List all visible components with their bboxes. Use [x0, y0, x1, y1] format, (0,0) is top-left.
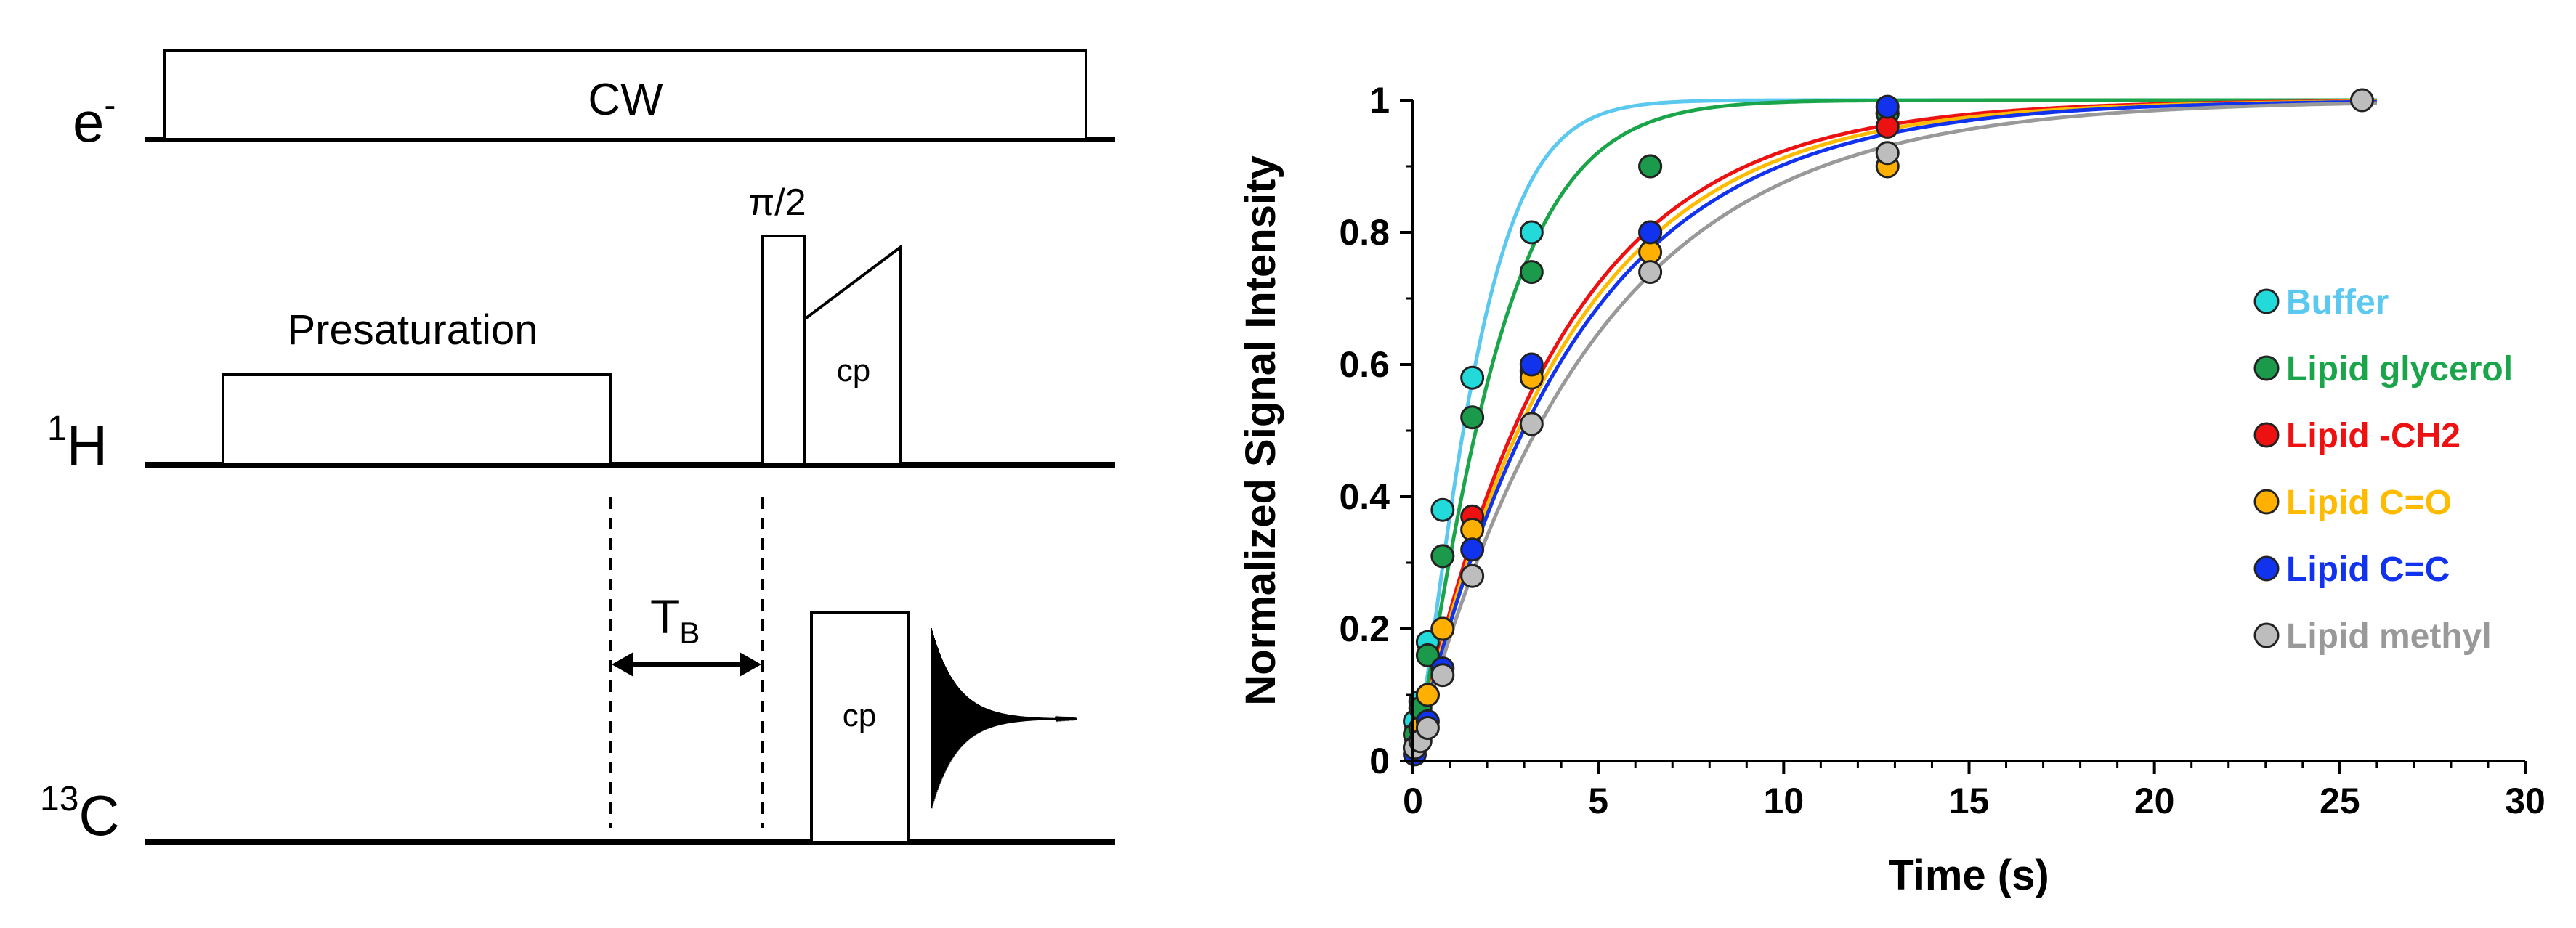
data-point: [1638, 220, 1663, 245]
legend: Buffer Lipid glycerol Lipid -CH2 Lipid C=O L…: [2253, 283, 2513, 656]
plot-curves: [1411, 98, 2377, 762]
data-point: [1460, 563, 1485, 588]
carbon-cp-block: [810, 611, 910, 844]
electron-channel-label: e-: [73, 86, 116, 154]
data-point: [1460, 365, 1485, 390]
y-tick-label: 0.8: [1339, 212, 1390, 253]
pulse-sequence-diagram: CW e- Presaturation π/2 cp 1H cp 13C TB: [40, 49, 1115, 847]
cw-pulse-block: [163, 49, 1087, 141]
y-tick-label: 0.6: [1339, 344, 1390, 385]
y-tick-label: 1: [1369, 80, 1390, 121]
tb-arrow-head-right: [740, 652, 761, 677]
legend-label: Lipid C=C: [2286, 550, 2450, 589]
legend-marker: [2253, 355, 2280, 381]
carbon-cp-label: cp: [843, 698, 876, 733]
x-tick-label: 0: [1403, 781, 1423, 821]
data-point: [1460, 405, 1485, 430]
data-point: [1638, 240, 1663, 264]
legend-label: Lipid glycerol: [2286, 350, 2513, 388]
legend-marker: [2253, 555, 2280, 582]
data-point: [1519, 260, 1544, 285]
data-point: [1415, 683, 1440, 707]
data-point: [1519, 220, 1544, 245]
data-point: [1430, 544, 1455, 569]
legend-marker: [2253, 288, 2280, 314]
cw-label: CW: [588, 75, 663, 125]
x-tick-label: 15: [1949, 781, 1990, 821]
data-point: [1415, 643, 1440, 667]
data-point: [1415, 716, 1440, 740]
data-point: [2349, 88, 2374, 113]
legend-marker: [2253, 489, 2280, 515]
x-tick-label: 5: [1588, 781, 1608, 821]
x-tick-label: 30: [2505, 781, 2545, 821]
y-tick-label: 0: [1369, 741, 1390, 781]
buildup-chart: 0 0.2 0.4 0.6 0.8 1 0 5 10 15 20 25 30 Time (s) Nor…: [1237, 80, 2545, 899]
pi2-pulse-block: [761, 235, 806, 466]
x-tick-label: 25: [2320, 781, 2360, 821]
carbon-channel-label: 13C: [40, 780, 120, 847]
legend-marker: [2253, 422, 2280, 448]
y-tick-label: 0.2: [1339, 609, 1390, 649]
plot-points: [1403, 88, 2374, 767]
proton-cp-label: cp: [837, 353, 870, 388]
legend-label: Lipid -CH2: [2286, 417, 2460, 455]
data-point: [1460, 537, 1485, 562]
y-tick-label: 0.4: [1339, 476, 1390, 517]
proton-cp-ramp: [803, 243, 902, 466]
legend-label: Lipid C=O: [2286, 484, 2452, 522]
data-point: [1519, 412, 1544, 436]
data-point: [1638, 154, 1663, 179]
tb-arrow-head-left: [612, 652, 633, 677]
proton-channel-label: 1H: [47, 410, 108, 477]
tb-label: TB: [650, 590, 700, 650]
legend-marker: [2253, 622, 2280, 648]
pi2-label: π/2: [748, 182, 806, 224]
data-point: [1460, 518, 1485, 542]
data-point: [1875, 141, 1900, 166]
x-ticks: 0 5 10 15 20 25 30: [1403, 761, 2545, 821]
x-axis-title: Time (s): [1888, 852, 2049, 899]
y-axis-title: Normalized Signal Intensity: [1237, 155, 1284, 705]
data-point: [1638, 260, 1663, 285]
y-ticks: 0 0.2 0.4 0.6 0.8 1: [1339, 80, 1413, 781]
x-tick-label: 10: [1764, 781, 1805, 821]
data-point: [1430, 663, 1455, 688]
presaturation-label: Presaturation: [288, 306, 538, 354]
fid-signal: [931, 627, 1078, 809]
fit-curve: [1411, 98, 2377, 762]
data-point: [1875, 94, 1900, 119]
data-point: [1519, 352, 1544, 377]
legend-label: Buffer: [2286, 283, 2389, 322]
data-point: [1430, 497, 1455, 522]
data-point: [1875, 114, 1900, 139]
x-tick-label: 20: [2134, 781, 2175, 821]
legend-label: Lipid methyl: [2286, 617, 2492, 656]
presaturation-block: [222, 373, 612, 466]
data-point: [1430, 616, 1455, 641]
